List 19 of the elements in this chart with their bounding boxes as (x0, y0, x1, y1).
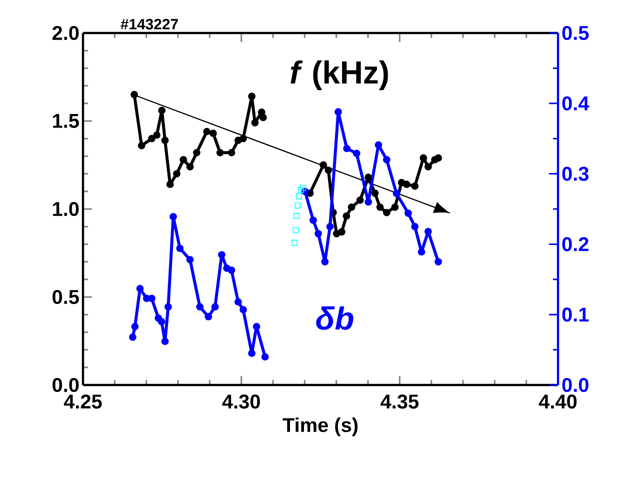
x-tick-label: 4.25 (64, 394, 102, 409)
y-tick-label: 1.0 (53, 202, 79, 216)
y-tick-label: 1.5 (53, 114, 79, 128)
y2-axis-title: δb (316, 306, 354, 330)
x-tick-label: 4.40 (538, 394, 577, 409)
x-axis-title: Time (s) (282, 417, 358, 436)
y2-tick-label: 0.0 (562, 378, 588, 392)
x-tick-label: 4.30 (222, 394, 260, 409)
y-tick-label: 2.0 (52, 26, 79, 40)
y-tick-label: 0.0 (52, 378, 79, 392)
y2-tick-label: 0.2 (562, 237, 588, 252)
y-tick-label: 0.5 (52, 290, 79, 304)
x-tick-label: 4.35 (380, 394, 419, 409)
y2-tick-label: 0.1 (562, 308, 589, 322)
y2-tick-label: 0.5 (562, 26, 589, 40)
annotation: f (kHz) (290, 60, 388, 90)
y2-tick-label: 0.4 (562, 96, 590, 110)
y2-tick-label: 0.3 (562, 166, 589, 181)
chart-title: #143227 (120, 18, 178, 30)
